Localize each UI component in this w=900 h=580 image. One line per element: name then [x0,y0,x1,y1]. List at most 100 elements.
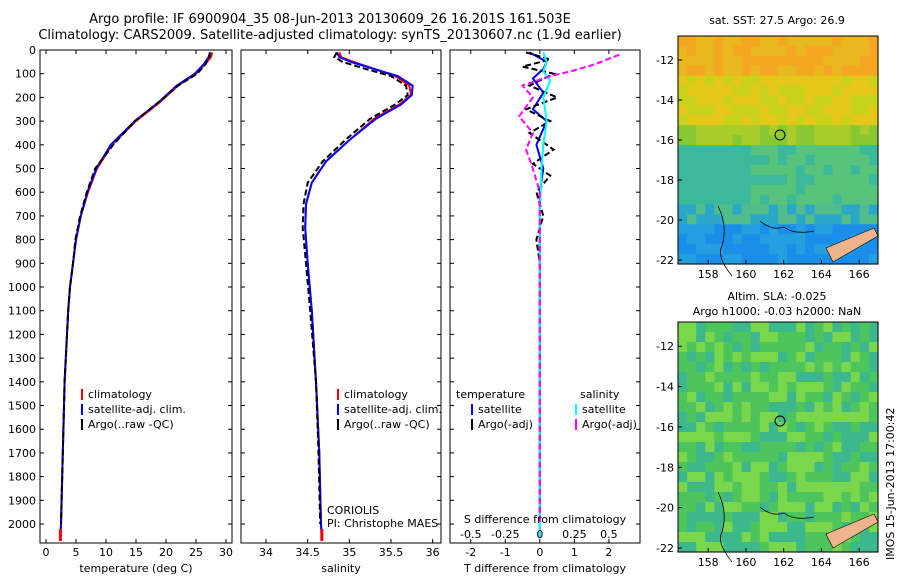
map-cell [705,234,715,245]
map-cell [750,65,761,77]
y-tick-label: 900 [15,257,36,270]
map-cell [705,65,715,77]
map-cell [841,135,852,146]
map-cell [841,432,852,443]
map-cell [696,422,706,433]
map-y-tick-label: -14 [656,94,674,107]
map-cell [814,244,825,255]
map-cell [768,322,779,333]
map-cell [796,155,806,166]
map-sst: 158 160 162 164 166 -12 -14 -16 -18 -20 -22 [656,35,879,281]
map-cell [678,372,688,383]
map-cell [687,542,697,553]
map-cell [778,462,788,473]
map-cell [678,75,688,87]
map-cell [705,482,715,493]
map-x-tick-label: 164 [811,556,832,569]
x-axis-label: T difference from climatology [463,562,626,575]
map-cell [778,194,788,206]
series-line-satellite-adj-clim- [59,52,211,539]
y-tick-label: 2000 [8,518,36,531]
map-cell [805,164,815,176]
map-cell [759,65,770,77]
map-cell [796,164,806,176]
map-cell [868,36,879,47]
map-cell [714,532,725,543]
map-x-tick-label: 166 [849,556,870,569]
map-cell [787,542,797,553]
map-cell [796,45,806,57]
map-cell [732,352,743,363]
map-cell [832,115,843,126]
map-cell [832,204,843,215]
map-cell [814,492,825,503]
map-cell [850,194,861,206]
map-cell [705,105,715,116]
legend-label: Argo(..raw -QC) [344,418,430,431]
map-cell [705,432,715,443]
map-cell [741,115,752,126]
map-cell [859,254,870,265]
map-cell [759,55,770,67]
map-cell [841,194,852,206]
legend-label: climatology [344,388,408,401]
map-cell [732,542,743,553]
map-cell [859,382,870,393]
map-cell [778,164,788,176]
map-cell [778,75,788,87]
y-tick-label: 500 [15,163,36,176]
map-cell [805,452,815,463]
map-cell [714,452,725,463]
map-cell [741,332,752,343]
map-cell [823,214,834,225]
map-cell [705,502,715,513]
map-cell [687,155,697,166]
map-cell [850,254,861,265]
map-cell [850,145,861,156]
map-cell [678,45,688,57]
map-cell [868,442,879,453]
map-cell [741,45,752,57]
map-cell [714,342,725,353]
map-cell [678,502,688,513]
sla-map-title: Altim. SLA: -0.025 [727,290,827,303]
map-cell [768,85,779,97]
map-cell [814,65,825,77]
map-cell [768,432,779,443]
map-cell [723,244,734,255]
map-cell [687,145,697,156]
map-cell [805,125,815,136]
map-cell [750,512,761,523]
map-sla: 158 160 162 164 166 -12 -14 -16 -18 -20 -22 [656,321,879,569]
map-cell [759,125,770,136]
map-cell [705,342,715,353]
map-cell [787,135,797,146]
map-cell [741,322,752,333]
map-cell [759,352,770,363]
map-cell [705,382,715,393]
map-cell [678,492,688,503]
map-cell [678,412,688,423]
map-cell [823,512,834,523]
map-cell [678,135,688,146]
map-cell [768,452,779,463]
map-cell [805,392,815,403]
map-cell [868,332,879,343]
map-cell [787,155,797,166]
map-cell [787,392,797,403]
map-cell [796,482,806,493]
map-cell [868,204,879,215]
map-cell [796,115,806,126]
map-cell [832,194,843,206]
map-cell [696,234,706,245]
map-cell [741,135,752,146]
map-cell [832,184,843,196]
map-cell [714,194,725,206]
x-axis-label: temperature (deg C) [79,562,192,575]
map-cell [750,342,761,353]
map-cell [823,184,834,196]
map-cell [868,164,879,176]
map-cell [805,85,815,97]
map-cell [832,372,843,383]
x-tick-label: 34 [259,546,273,559]
